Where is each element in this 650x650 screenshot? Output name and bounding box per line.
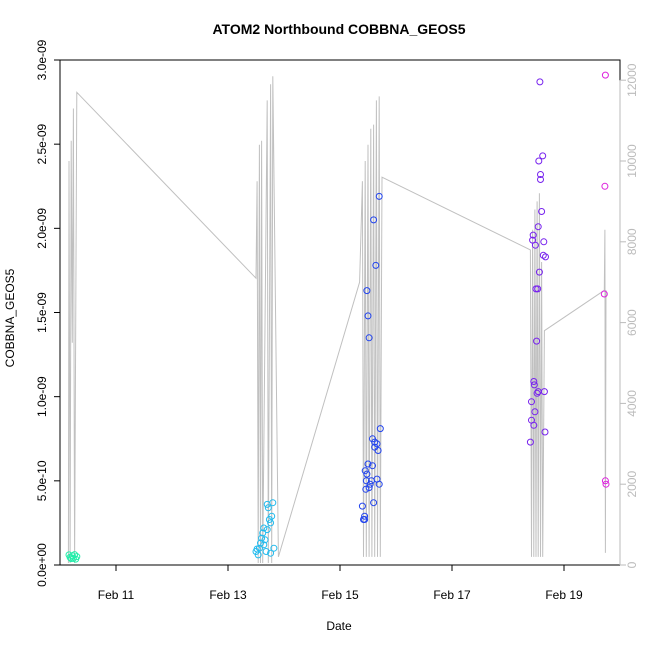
- data-point: [601, 182, 609, 190]
- data-point: [365, 334, 373, 342]
- data-point: [601, 477, 609, 485]
- data-point: [258, 534, 266, 542]
- data-point: [530, 378, 538, 385]
- data-point: [260, 541, 268, 549]
- x-tick-label: Feb 11: [98, 588, 135, 602]
- data-point: [269, 499, 277, 507]
- data-point: [376, 425, 384, 433]
- data-point: [529, 231, 537, 239]
- data-point: [260, 524, 268, 532]
- data-point: [267, 549, 275, 557]
- data-point: [369, 462, 376, 470]
- data-point: [362, 477, 370, 485]
- data-point: [370, 499, 378, 507]
- data-point: [535, 268, 543, 276]
- data-point: [531, 241, 539, 249]
- data-point: [375, 480, 383, 488]
- data-point: [374, 447, 382, 454]
- y2-tick-label: 10000: [625, 144, 639, 178]
- y-tick-label: 0.0e+00: [35, 543, 49, 587]
- y2-tick-label: 12000: [625, 63, 639, 97]
- data-point: [538, 208, 546, 215]
- data-point: [601, 71, 609, 79]
- data-point: [364, 460, 372, 468]
- data-point: [257, 539, 264, 547]
- data-point: [528, 398, 535, 406]
- y-tick-label: 3.0e-09: [35, 39, 49, 80]
- data-point: [71, 551, 79, 559]
- data-point: [73, 553, 81, 561]
- data-point: [537, 171, 544, 178]
- y2-tick-label: 0: [625, 561, 639, 568]
- data-point: [363, 470, 371, 478]
- data-point: [361, 516, 369, 523]
- data-point: [254, 551, 262, 559]
- data-point: [542, 253, 549, 261]
- x-axis: Feb 11 Feb 13 Feb 15 Feb 17 Feb 19: [98, 564, 583, 602]
- y-tick-label: 5.0e-10: [35, 460, 49, 501]
- data-point: [541, 428, 549, 436]
- data-point: [371, 438, 379, 446]
- y-axis-label: COBBNA_GEOS5: [3, 268, 17, 367]
- x-axis-label: Date: [326, 619, 352, 633]
- x-tick-label: Feb 15: [321, 588, 359, 602]
- data-point: [533, 337, 541, 345]
- y2-tick-label: 2000: [625, 471, 639, 498]
- data-point: [526, 438, 534, 446]
- y2-tick-label: 4000: [625, 390, 639, 417]
- data-point: [361, 467, 369, 475]
- y-tick-label: 2.0e-09: [35, 208, 49, 249]
- data-point: [370, 216, 378, 224]
- data-point: [361, 512, 369, 520]
- data-point: [539, 152, 547, 160]
- y2-tick-label: 8000: [625, 228, 639, 255]
- y-axis: 0.0e+00 5.0e-10 1.0e-09 1.5e-09 2.0e-09 2.5e-…: [35, 39, 61, 587]
- data-point: [362, 485, 370, 493]
- altitude-line: [67, 76, 607, 564]
- data-point: [363, 287, 371, 295]
- altitude-line-layer: [67, 76, 607, 564]
- y-tick-label: 2.5e-09: [35, 123, 49, 164]
- data-point: [264, 504, 272, 512]
- data-point: [263, 526, 271, 534]
- data-point: [602, 480, 610, 488]
- data-point: [534, 285, 542, 293]
- data-point: [539, 251, 547, 259]
- data-point: [530, 421, 538, 429]
- data-point: [270, 544, 278, 552]
- data-point: [600, 290, 608, 298]
- y-tick-label: 1.0e-09: [35, 376, 49, 417]
- data-point: [531, 408, 539, 416]
- data-point: [366, 480, 374, 488]
- y2-axis: 0 2000 4000 6000 8000 10000 12000: [619, 63, 639, 568]
- data-point: [536, 78, 544, 86]
- data-point: [375, 192, 383, 200]
- data-point: [530, 381, 538, 389]
- y-tick-label: 1.5e-09: [35, 292, 49, 333]
- chart-title: ATOM2 Northbound COBBNA_GEOS5: [212, 21, 465, 37]
- data-point: [365, 484, 373, 492]
- data-point: [255, 544, 263, 552]
- data-point: [268, 512, 276, 520]
- data-point: [537, 176, 544, 183]
- data-point: [261, 536, 269, 544]
- data-point: [529, 236, 537, 244]
- y2-tick-label: 6000: [625, 309, 639, 336]
- data-point: [540, 238, 548, 246]
- data-point: [262, 548, 270, 555]
- x-tick-label: Feb 19: [545, 588, 583, 602]
- data-point: [534, 388, 542, 396]
- data-point: [358, 502, 366, 510]
- data-point: [372, 261, 380, 269]
- data-point: [267, 519, 275, 527]
- x-tick-label: Feb 17: [433, 588, 471, 602]
- points-layer: [65, 71, 610, 563]
- data-point: [533, 389, 541, 397]
- data-point: [535, 157, 543, 165]
- data-point: [364, 312, 372, 320]
- data-point: [259, 529, 267, 537]
- data-point: [534, 223, 542, 231]
- x-tick-label: Feb 13: [209, 588, 247, 602]
